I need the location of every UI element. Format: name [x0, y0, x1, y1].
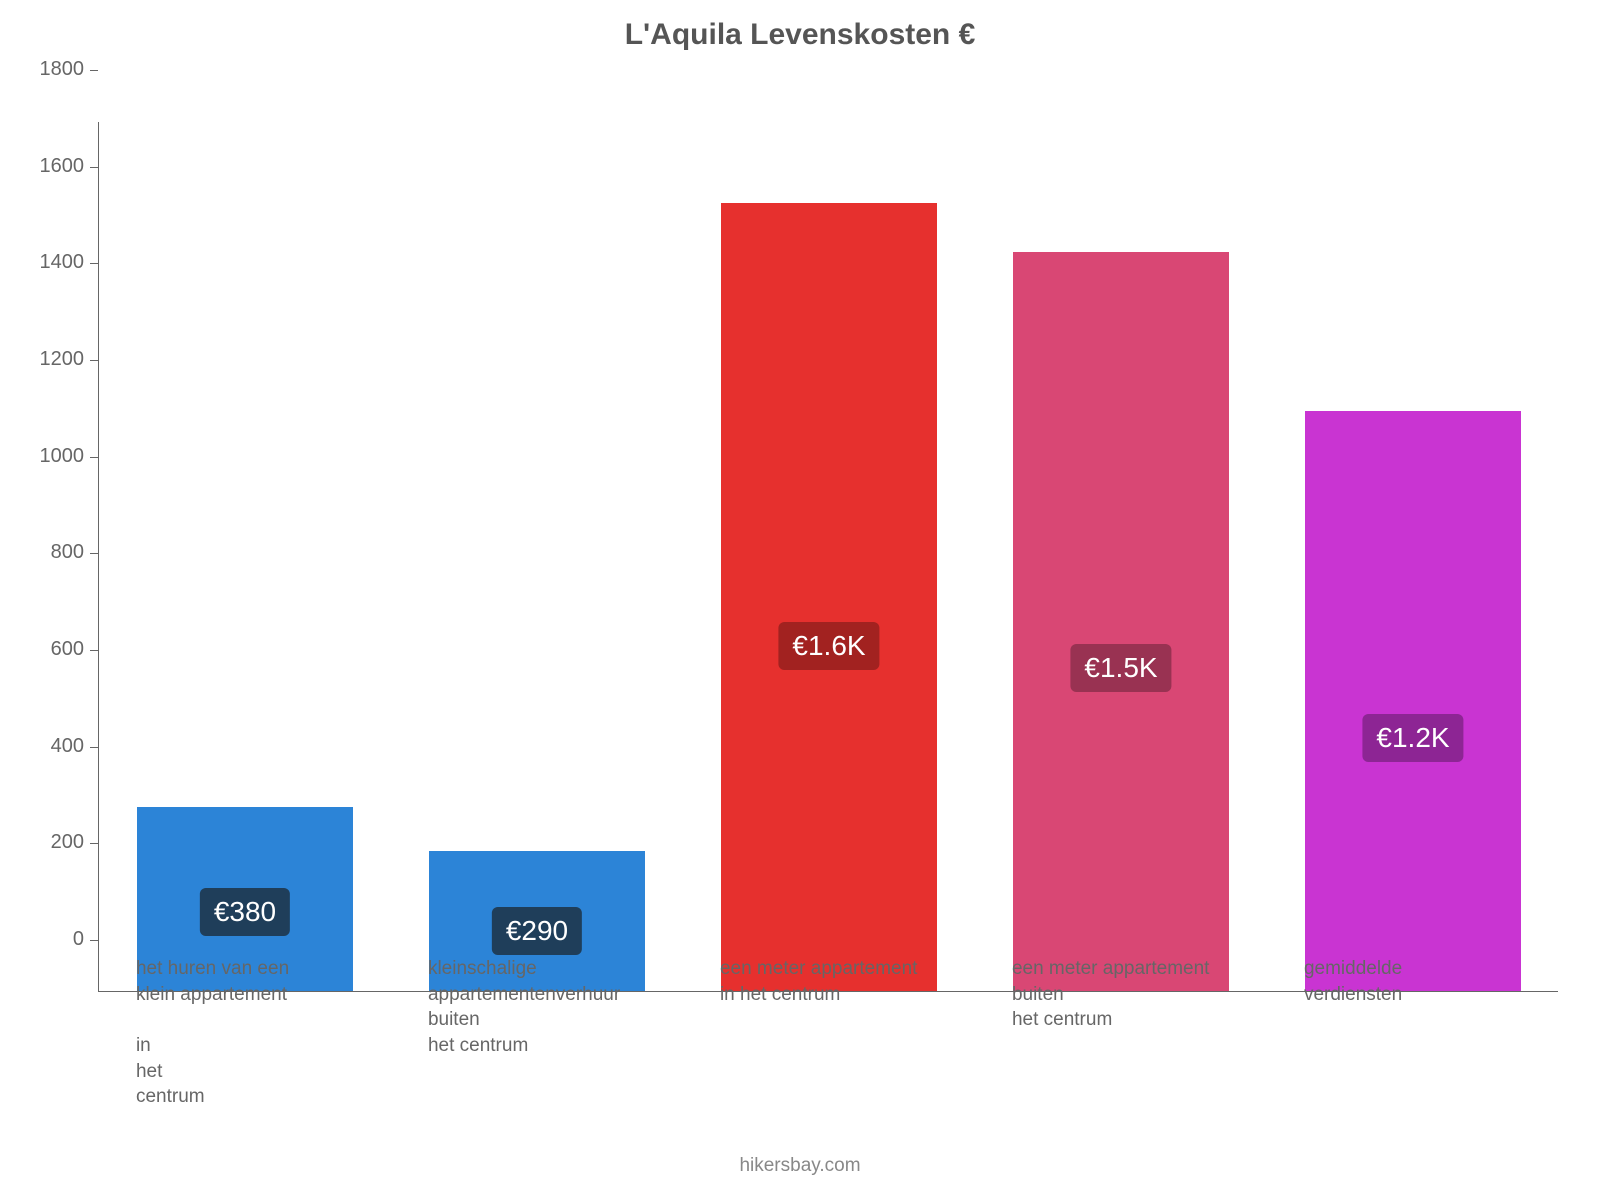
- x-axis-category-label: kleinschalige appartementenverhuur buite…: [428, 956, 644, 1059]
- y-axis-tick-label: 400: [51, 735, 84, 758]
- y-axis-tick: [90, 747, 98, 748]
- y-axis-tick: [90, 650, 98, 651]
- y-axis-tick-label: 1200: [40, 348, 85, 371]
- y-axis-tick-label: 1800: [40, 58, 85, 81]
- y-axis-tick: [90, 263, 98, 264]
- bar-value-badge: €290: [492, 907, 582, 955]
- y-axis-tick: [90, 553, 98, 554]
- bar: €1.5K: [1013, 252, 1229, 992]
- y-axis-tick-label: 1400: [40, 251, 85, 274]
- y-axis-tick: [90, 167, 98, 168]
- y-axis-tick-label: 600: [51, 638, 84, 661]
- y-axis-tick: [90, 940, 98, 941]
- y-axis-tick: [90, 70, 98, 71]
- bar-value-badge: €1.6K: [778, 622, 879, 670]
- y-axis-tick: [90, 843, 98, 844]
- x-axis-category-label: het huren van een klein appartement in h…: [136, 956, 352, 1110]
- y-axis-tick-label: 200: [51, 831, 84, 854]
- y-axis-tick-label: 1600: [40, 155, 85, 178]
- y-axis-tick-label: 1000: [40, 445, 85, 468]
- y-axis-tick: [90, 457, 98, 458]
- plot-region: €380 €290 €1.6K €1.5K €1.2K: [98, 122, 1558, 992]
- y-axis-tick-label: 0: [73, 928, 84, 951]
- chart-title: L'Aquila Levenskosten €: [0, 0, 1600, 52]
- bar-value-badge: €380: [200, 888, 290, 936]
- bar-value-badge: €1.2K: [1362, 714, 1463, 762]
- x-axis-category-label: gemiddelde verdiensten: [1304, 956, 1520, 1007]
- x-axis-category-label: een meter appartement in het centrum: [720, 956, 936, 1007]
- bar-value-badge: €1.5K: [1070, 644, 1171, 692]
- y-axis-tick: [90, 360, 98, 361]
- y-axis-tick-label: 800: [51, 541, 84, 564]
- footer-attribution: hikersbay.com: [0, 1155, 1600, 1177]
- bar: €1.2K: [1305, 411, 1521, 991]
- bar: €1.6K: [721, 203, 937, 991]
- x-axis-category-label: een meter appartement buiten het centrum: [1012, 956, 1228, 1033]
